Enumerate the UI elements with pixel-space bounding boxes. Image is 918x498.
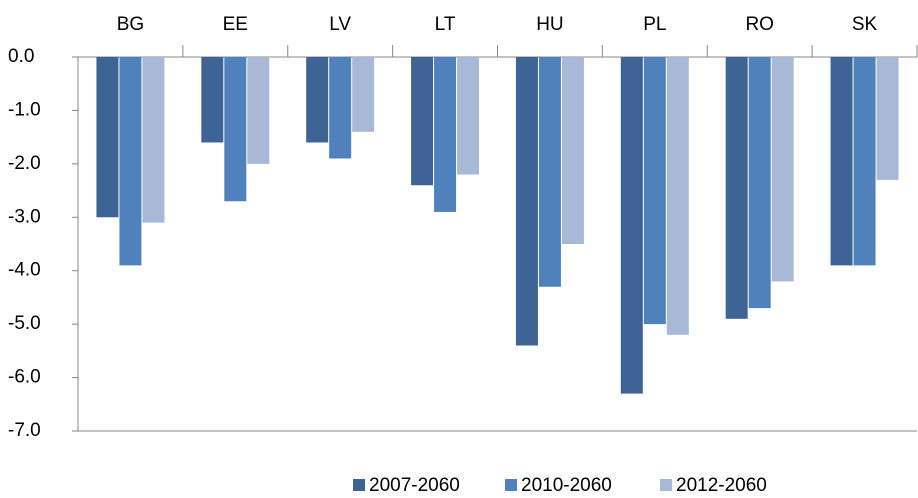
- x-tick-label: EE: [223, 14, 248, 35]
- x-tick-label: HU: [536, 14, 563, 35]
- y-tick-label: -4.0: [8, 260, 41, 281]
- bar: [561, 57, 584, 244]
- x-tick-label: SK: [852, 14, 878, 35]
- bar: [771, 57, 794, 282]
- bar: [666, 57, 689, 335]
- bar: [224, 57, 247, 202]
- y-tick-label: -3.0: [8, 206, 41, 227]
- legend-label: 2012-2060: [676, 475, 767, 496]
- y-tick-label: -7.0: [8, 420, 41, 441]
- bar: [411, 57, 434, 186]
- x-tick-label: RO: [745, 14, 774, 35]
- bar: [329, 57, 352, 159]
- y-tick-label: -6.0: [8, 367, 41, 388]
- bar: [515, 57, 538, 346]
- bar: [538, 57, 561, 287]
- x-tick-label: LT: [435, 14, 456, 35]
- bar: [96, 57, 119, 218]
- y-tick-label: -2.0: [8, 153, 41, 174]
- legend-swatch: [660, 479, 672, 491]
- legend-swatch: [505, 479, 517, 491]
- bar: [725, 57, 748, 319]
- bar: [748, 57, 771, 309]
- bar: [853, 57, 876, 266]
- bar: [352, 57, 375, 132]
- y-tick-label: 0.0: [8, 46, 34, 67]
- bar: [457, 57, 480, 175]
- bar: [119, 57, 142, 266]
- y-tick-label: -1.0: [8, 99, 41, 120]
- legend-label: 2010-2060: [521, 475, 612, 496]
- y-tick-label: -5.0: [8, 313, 41, 334]
- bar: [643, 57, 666, 325]
- bar: [201, 57, 224, 143]
- bar: [830, 57, 853, 266]
- bar: [247, 57, 270, 164]
- bar: [434, 57, 457, 212]
- bar: [876, 57, 899, 180]
- x-tick-label: LV: [329, 14, 351, 35]
- x-tick-label: PL: [643, 14, 666, 35]
- legend-label: 2007-2060: [369, 475, 460, 496]
- bar: [620, 57, 643, 394]
- x-tick-label: BG: [117, 14, 144, 35]
- legend-swatch: [353, 479, 365, 491]
- bar: [306, 57, 329, 143]
- bar: [142, 57, 165, 223]
